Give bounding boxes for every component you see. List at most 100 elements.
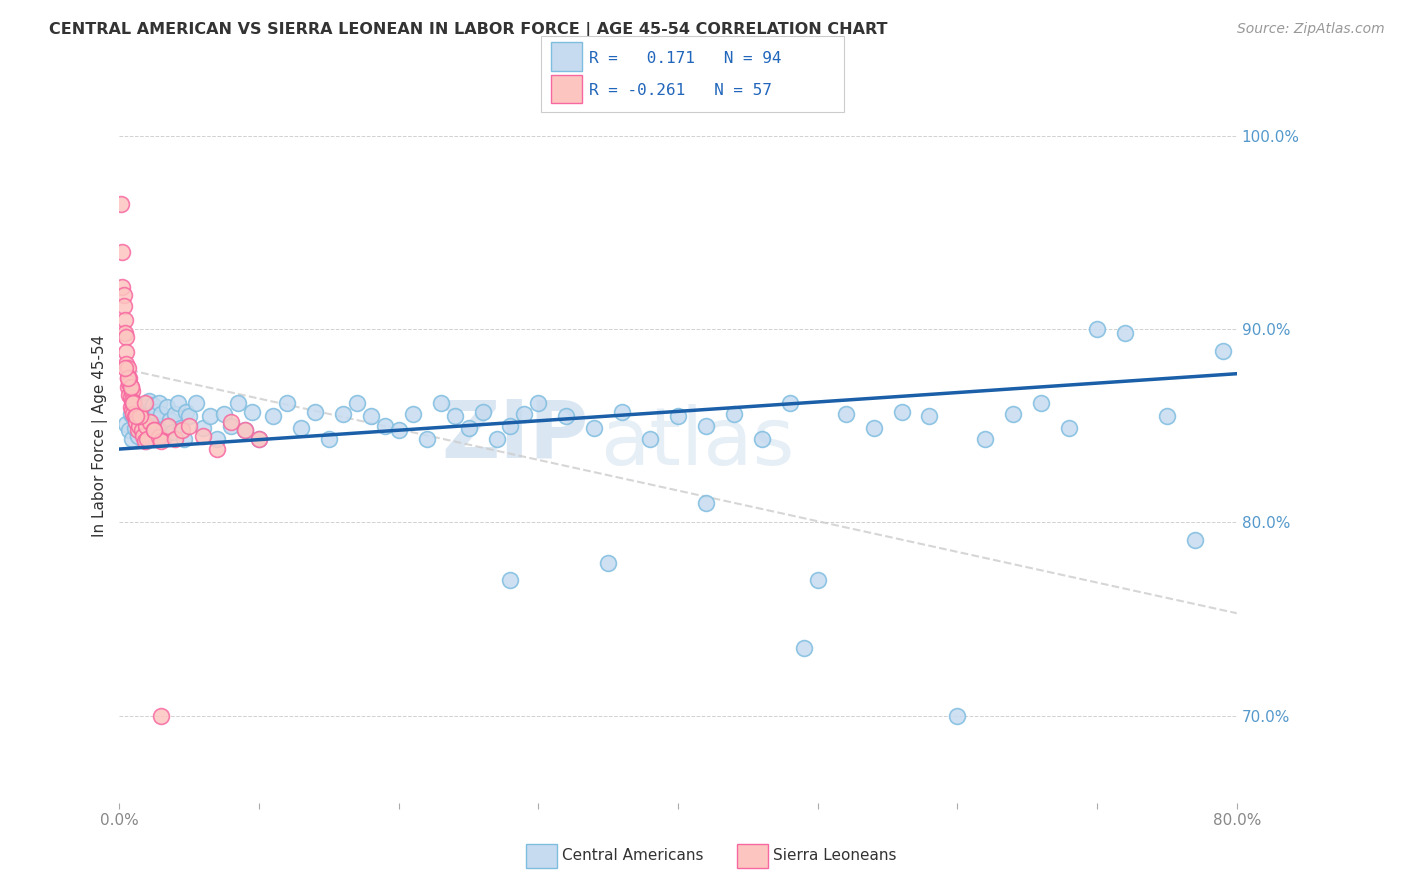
Point xyxy=(114,312,136,326)
Point xyxy=(212,407,235,421)
Point xyxy=(120,380,142,394)
Point xyxy=(233,423,256,437)
Point xyxy=(153,430,176,444)
Point xyxy=(127,423,149,437)
Point xyxy=(247,433,270,447)
Point xyxy=(167,395,190,409)
Text: Sierra Leoneans: Sierra Leoneans xyxy=(773,848,897,863)
Point xyxy=(120,380,142,394)
Text: Central Americans: Central Americans xyxy=(562,848,704,863)
Point xyxy=(121,403,143,417)
Text: ZIP: ZIP xyxy=(441,397,589,475)
Point xyxy=(974,433,997,447)
Point xyxy=(118,376,141,391)
Point xyxy=(120,407,142,421)
Point xyxy=(120,390,142,404)
Point xyxy=(115,417,138,431)
Point xyxy=(157,819,180,833)
Point xyxy=(457,421,479,435)
Point xyxy=(115,330,138,344)
Point xyxy=(193,421,215,435)
Point xyxy=(150,434,173,449)
Point xyxy=(149,423,172,437)
Point xyxy=(513,407,536,421)
Point xyxy=(118,388,141,402)
Point xyxy=(219,415,242,429)
Point xyxy=(143,423,166,437)
Point xyxy=(173,433,195,447)
Point xyxy=(145,405,167,419)
Point xyxy=(170,421,193,435)
Point xyxy=(127,428,149,442)
Point xyxy=(122,395,145,409)
Point xyxy=(186,395,208,409)
Point xyxy=(110,196,132,211)
Point xyxy=(247,433,270,447)
Point xyxy=(862,421,884,435)
Point xyxy=(499,418,522,433)
Point xyxy=(318,433,340,447)
Point xyxy=(233,423,256,437)
Point xyxy=(120,400,142,414)
Point xyxy=(485,433,508,447)
Point xyxy=(136,433,159,447)
Point xyxy=(1114,326,1136,340)
Point xyxy=(118,370,141,384)
Point xyxy=(374,418,396,433)
Point xyxy=(193,428,215,442)
Point xyxy=(150,708,173,723)
Point xyxy=(598,556,620,570)
Point xyxy=(304,405,326,419)
Point xyxy=(219,418,242,433)
Point xyxy=(165,433,187,447)
Point xyxy=(1057,421,1080,435)
Point xyxy=(262,409,284,424)
Point xyxy=(388,423,411,437)
Point xyxy=(129,409,152,424)
Point xyxy=(132,428,155,442)
Point xyxy=(118,423,141,437)
Point xyxy=(360,409,382,424)
Text: Source: ZipAtlas.com: Source: ZipAtlas.com xyxy=(1237,22,1385,37)
Y-axis label: In Labor Force | Age 45-54: In Labor Force | Age 45-54 xyxy=(93,334,108,537)
Point xyxy=(121,393,143,408)
Text: CENTRAL AMERICAN VS SIERRA LEONEAN IN LABOR FORCE | AGE 45-54 CORRELATION CHART: CENTRAL AMERICAN VS SIERRA LEONEAN IN LA… xyxy=(49,22,887,38)
Point xyxy=(143,423,166,437)
Point xyxy=(240,405,263,419)
Point xyxy=(122,407,145,421)
Point xyxy=(402,407,425,421)
Point xyxy=(179,418,201,433)
Point xyxy=(723,407,745,421)
Point xyxy=(276,395,298,409)
Point xyxy=(124,409,146,424)
Point xyxy=(429,395,451,409)
Point xyxy=(138,393,160,408)
Point xyxy=(125,409,148,424)
Point xyxy=(205,433,228,447)
Point xyxy=(125,415,148,429)
Point xyxy=(443,409,465,424)
Point xyxy=(131,423,153,437)
Point xyxy=(135,418,157,433)
Point xyxy=(121,384,143,398)
Point xyxy=(779,395,801,409)
Point xyxy=(134,411,156,425)
Point xyxy=(179,409,201,424)
Point xyxy=(143,433,166,447)
Point xyxy=(115,357,138,371)
Point xyxy=(165,407,187,421)
Point xyxy=(128,398,150,412)
Point xyxy=(1156,409,1178,424)
Point xyxy=(890,405,912,419)
Point xyxy=(226,395,249,409)
Point xyxy=(148,395,170,409)
Point xyxy=(612,405,634,419)
Point xyxy=(134,395,156,409)
Point xyxy=(583,421,606,435)
Point xyxy=(332,407,354,421)
Point xyxy=(1184,533,1206,547)
Point xyxy=(122,395,145,409)
Point xyxy=(918,409,941,424)
Point xyxy=(111,245,134,260)
Point xyxy=(346,395,368,409)
